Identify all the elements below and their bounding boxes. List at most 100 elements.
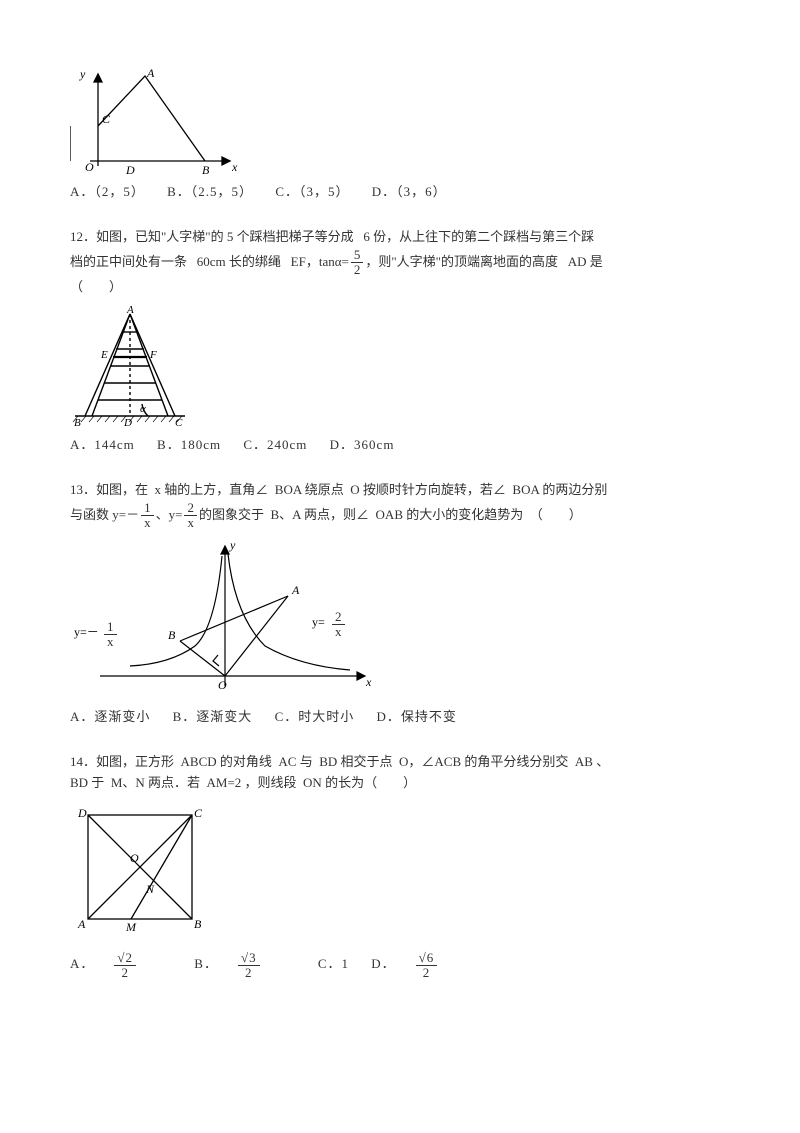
- q14-stem-line1: 14．如图，正方形 ABCD 的对角线 AC 与 BD 相交于点 O，∠ACB …: [70, 752, 730, 773]
- q12-B: B: [74, 417, 81, 429]
- q14-A: A: [77, 917, 86, 931]
- q11-opt-d: D．（3，6）: [372, 184, 447, 199]
- label-B: B: [202, 163, 210, 176]
- q12-t-c: 档的正中间处有一条: [70, 253, 187, 268]
- q13-rfn: 2: [332, 610, 345, 625]
- q13-f2n: 2: [184, 501, 197, 516]
- q13-left-pre: y=－: [74, 625, 99, 639]
- q12-opt-c: C．240cm: [243, 437, 307, 452]
- q13-stem-line1: 13．如图，在 x 轴的上方，直角∠ BOA 绕原点 O 按顺时针方向旋转，若∠…: [70, 480, 730, 501]
- q14-D: D: [77, 806, 87, 820]
- q13-opt-a: A．逐渐变小: [70, 709, 150, 724]
- q13-frac2: 2x: [184, 501, 197, 531]
- q13-B: B: [168, 628, 176, 642]
- q11-figure: y x O A B C D: [70, 66, 730, 176]
- q14-opt-b: B．√32: [194, 956, 300, 971]
- q13-t-j: OAB 的大小的变化趋势为: [376, 506, 524, 521]
- q12-frac-den: 2: [351, 263, 364, 277]
- q13-opt-d: D．保持不变: [376, 709, 456, 724]
- q14-B: B: [194, 917, 202, 931]
- q12-t-b: 6 份，从上往下的第二个踩档与第三个踩: [363, 229, 594, 244]
- question-11: y x O A B C D A．（2，5） B．（2.5，5） C．（3，5） …: [70, 66, 730, 203]
- q14-a-num: √2: [114, 951, 136, 966]
- q12-D: D: [123, 417, 132, 429]
- q13-lfd: x: [104, 635, 117, 649]
- q13-x: x: [365, 675, 372, 689]
- q13-f1d: x: [141, 516, 154, 530]
- q13-rfd: x: [332, 625, 345, 639]
- q14-d-den: 2: [416, 966, 438, 980]
- q13-y: y: [229, 538, 236, 552]
- q14-opt-a: A．√22: [70, 956, 176, 971]
- question-13: 13．如图，在 x 轴的上方，直角∠ BOA 绕原点 O 按顺时针方向旋转，若∠…: [70, 480, 730, 728]
- q12-frac: 52: [351, 248, 364, 278]
- q14-t-f: AB 、: [575, 754, 609, 769]
- q14-M: M: [125, 920, 137, 934]
- q14-d-pre: D．: [371, 956, 395, 971]
- q13-t-e: BOA 的两边分别: [512, 482, 607, 497]
- q13-f1n: 1: [141, 501, 154, 516]
- q14-t-i: AM=2 ，则线段: [207, 775, 297, 790]
- q13-t-g: 、y=: [156, 506, 183, 521]
- q14-opt-c: C．1: [318, 956, 349, 971]
- q12-stem-line1: 12．如图，已知"人字梯"的 5 个踩档把梯子等分成 6 份，从上往下的第二个踩…: [70, 227, 730, 248]
- label-D: D: [125, 163, 135, 176]
- q12-opt-b: B．180cm: [157, 437, 221, 452]
- q13-options: A．逐渐变小 B．逐渐变大 C．时大时小 D．保持不变: [70, 707, 730, 728]
- q11-options: A．（2，5） B．（2.5，5） C．（3，5） D．（3，6）: [70, 182, 730, 203]
- q14-figure: D C A B O N M: [70, 800, 730, 945]
- q13-opt-c: C．时大时小: [275, 709, 355, 724]
- q14-t-a: 14．如图，正方形: [70, 754, 174, 769]
- q12-opt-d: D．360cm: [330, 437, 395, 452]
- q14-a-den: 2: [114, 966, 136, 980]
- q13-t-b: x 轴的上方，直角∠: [155, 482, 269, 497]
- q14-a-pre: A．: [70, 956, 94, 971]
- q12-stem-line2: 档的正中间处有一条 60cm 长的绑绳 EF，tanα=52，则"人字梯"的顶端…: [70, 248, 730, 278]
- q12-frac-num: 5: [351, 248, 364, 263]
- q14-t-g: BD 于: [70, 775, 104, 790]
- q14-options: A．√22 B．√32 C．1 D．√62: [70, 951, 730, 981]
- q12-t-e: EF，tanα=: [291, 253, 349, 268]
- q14-b-pre: B．: [194, 956, 218, 971]
- q14-stem-line2: BD 于 M、N 两点．若 AM=2 ，则线段 ON 的长为（ ）: [70, 773, 730, 794]
- q14-t-e: O，∠ACB 的角平分线分别交: [399, 754, 568, 769]
- q14-t-h: M、N 两点．若: [111, 775, 200, 790]
- q13-stem-line2: 与函数 y=－1x、y=2x的图象交于 B、A 两点，则∠ OAB 的大小的变化…: [70, 501, 730, 531]
- q11-opt-c: C．（3，5）: [275, 184, 349, 199]
- q14-b-num: √3: [238, 951, 260, 966]
- q13-O: O: [218, 678, 227, 692]
- q13-right-frac: 2x: [332, 610, 345, 640]
- q11-opt-b: B．（2.5，5）: [167, 184, 253, 199]
- q11-opt-a: A．（2，5）: [70, 184, 145, 199]
- q12-E: E: [100, 349, 108, 361]
- q12-t-f: ，则"人字梯"的顶端离地面的高度: [365, 253, 558, 268]
- q13-t-d: O 按顺时针方向旋转，若∠: [350, 482, 506, 497]
- q12-alpha: α: [140, 403, 146, 415]
- q13-t-c: BOA 绕原点: [275, 482, 344, 497]
- q14-opt-d: D．√62: [371, 956, 473, 971]
- q13-opt-b: B．逐渐变大: [173, 709, 253, 724]
- q12-t-d: 60cm 长的绑绳: [197, 253, 281, 268]
- label-x: x: [231, 160, 238, 174]
- q13-figure: y x O A B y=－ y= 1x 2x: [70, 536, 730, 701]
- q13-right-pre: y=: [312, 615, 325, 629]
- q13-t-k: （ ）: [530, 506, 582, 521]
- q14-t-d: BD 相交于点: [319, 754, 392, 769]
- q14-b-den: 2: [238, 966, 260, 980]
- q13-frac1: 1x: [141, 501, 154, 531]
- label-y: y: [79, 67, 86, 81]
- label-A: A: [146, 66, 155, 80]
- question-14: 14．如图，正方形 ABCD 的对角线 AC 与 BD 相交于点 O，∠ACB …: [70, 752, 730, 980]
- q14-t-c: AC 与: [278, 754, 312, 769]
- q12-options: A．144cm B．180cm C．240cm D．360cm: [70, 435, 730, 456]
- q13-t-i: B、A 两点，则∠: [270, 506, 369, 521]
- label-O: O: [85, 160, 94, 174]
- q13-A: A: [291, 583, 300, 597]
- q14-C: C: [194, 806, 203, 820]
- q14-t-j: ON 的长为（ ）: [303, 775, 416, 790]
- q13-t-f: 与函数 y=－: [70, 506, 139, 521]
- q12-t-a: 12．如图，已知"人字梯"的 5 个踩档把梯子等分成: [70, 229, 354, 244]
- q13-t-a: 13．如图，在: [70, 482, 148, 497]
- q12-F: F: [149, 349, 157, 361]
- q13-lfn: 1: [104, 620, 117, 635]
